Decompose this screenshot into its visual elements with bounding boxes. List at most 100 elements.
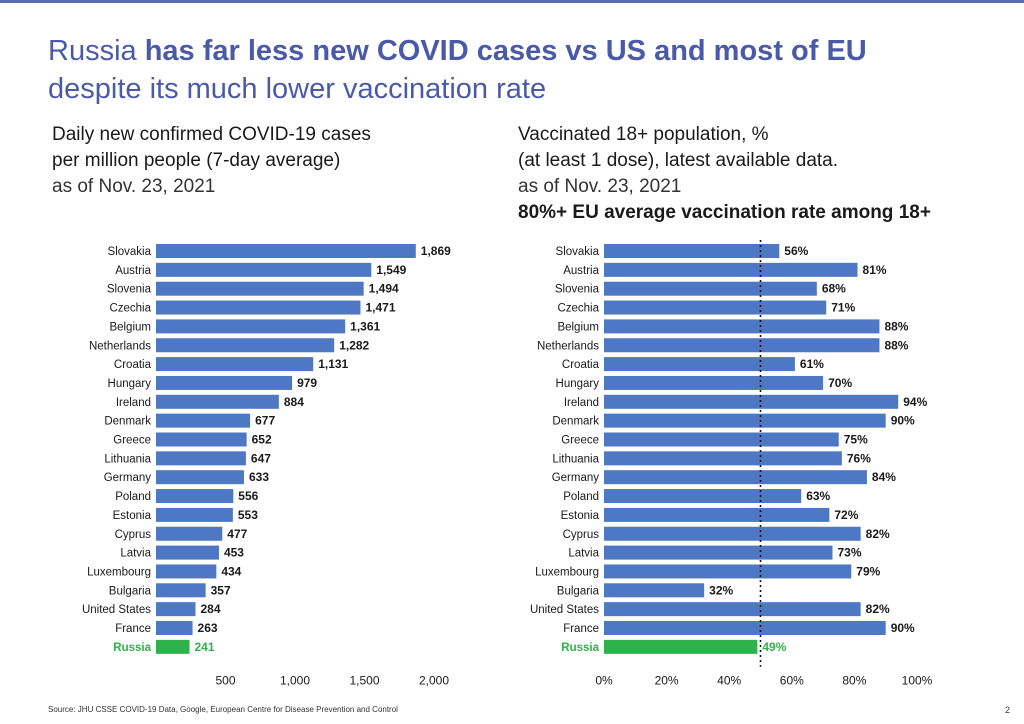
value-label: 1,471 — [365, 301, 395, 315]
value-label: 76% — [847, 451, 871, 465]
bar-cyprus — [604, 526, 861, 541]
value-label: 884 — [284, 395, 304, 409]
value-label: 1,494 — [369, 282, 399, 296]
value-label: 56% — [784, 244, 808, 258]
category-label: Austria — [563, 265, 599, 277]
category-label: Germany — [104, 472, 152, 484]
category-label: Latvia — [120, 548, 151, 560]
value-label: 677 — [255, 414, 275, 428]
category-label: Greece — [561, 435, 599, 447]
bar-ireland — [156, 394, 279, 409]
category-label: United States — [530, 604, 599, 616]
category-label: Estonia — [113, 510, 152, 522]
right-title-line1: Vaccinated 18+ population, % — [518, 124, 769, 145]
category-label: Slovenia — [555, 284, 600, 296]
bar-russia — [604, 639, 758, 654]
bar-slovakia — [156, 244, 416, 258]
value-label: 72% — [834, 508, 858, 522]
x-tick-label: 40% — [717, 674, 741, 688]
value-label: 71% — [831, 301, 855, 315]
category-label: Poland — [115, 491, 151, 503]
value-label: 82% — [866, 602, 890, 616]
value-label: 1,131 — [318, 357, 348, 371]
bar-austria — [604, 262, 858, 277]
category-label: Germany — [552, 472, 600, 484]
bar-bulgaria — [604, 583, 705, 598]
right-title-date: as of Nov. 23, 2021 — [518, 176, 682, 197]
category-label: Ireland — [564, 397, 599, 409]
value-label: 79% — [856, 564, 880, 578]
x-tick-label: 1,500 — [349, 674, 379, 688]
category-label: Russia — [561, 642, 599, 654]
value-label: 1,282 — [339, 338, 369, 352]
value-label: 88% — [884, 338, 908, 352]
category-label: France — [115, 623, 151, 635]
category-label: Netherlands — [89, 340, 151, 352]
left-title-line1: Daily new confirmed COVID-19 cases — [52, 124, 371, 145]
value-label: 979 — [297, 376, 317, 390]
bar-latvia — [156, 545, 219, 560]
value-label: 647 — [251, 451, 271, 465]
category-label: Estonia — [561, 510, 600, 522]
category-label: Hungary — [556, 378, 600, 390]
title-line2: despite its much lower vaccination rate — [48, 73, 547, 105]
value-label: 553 — [238, 508, 258, 522]
bar-belgium — [156, 319, 346, 334]
value-label: 284 — [200, 602, 220, 616]
value-label: 49% — [762, 640, 786, 654]
category-label: Slovakia — [556, 246, 600, 258]
bar-croatia — [604, 357, 795, 372]
value-label: 73% — [837, 546, 861, 560]
category-label: Russia — [113, 642, 151, 654]
bar-netherlands — [156, 338, 335, 353]
category-label: Netherlands — [537, 340, 599, 352]
right-title-line2: (at least 1 dose), latest available data… — [518, 150, 839, 171]
bar-poland — [604, 489, 802, 504]
cases-bar-chart: Slovakia 1,869 Austria 1,549 Slovenia 1,494 Cz… — [82, 244, 451, 688]
value-label: 63% — [806, 489, 830, 503]
value-label: 84% — [872, 470, 896, 484]
bar-estonia — [156, 507, 233, 522]
value-label: 82% — [866, 527, 890, 541]
category-label: Cyprus — [115, 529, 152, 541]
x-tick-label: 0% — [595, 674, 613, 688]
value-label: 1,361 — [350, 319, 380, 333]
bar-germany — [156, 470, 244, 485]
value-label: 241 — [194, 640, 214, 654]
bar-bulgaria — [156, 583, 206, 598]
category-label: Lithuania — [552, 453, 599, 465]
source-note: Source: JHU CSSE COVID-19 Data, Google, … — [48, 705, 398, 714]
value-label: 652 — [252, 433, 272, 447]
category-label: Greece — [113, 435, 151, 447]
bar-latvia — [604, 545, 833, 560]
value-label: 32% — [709, 583, 733, 597]
bar-france — [604, 621, 886, 635]
value-label: 434 — [221, 564, 241, 578]
category-label: Cyprus — [563, 529, 600, 541]
category-label: United States — [82, 604, 151, 616]
bar-greece — [156, 432, 247, 447]
x-tick-label: 2,000 — [419, 674, 449, 688]
bar-estonia — [604, 507, 830, 522]
x-tick-label: 500 — [215, 674, 235, 688]
value-label: 70% — [828, 376, 852, 390]
bar-croatia — [156, 357, 314, 372]
value-label: 556 — [238, 489, 258, 503]
value-label: 68% — [822, 282, 846, 296]
category-label: Croatia — [562, 359, 600, 371]
bar-cyprus — [156, 526, 223, 541]
category-label: Lithuania — [104, 453, 151, 465]
bar-ireland — [604, 394, 899, 409]
bar-slovenia — [156, 281, 364, 296]
value-label: 90% — [891, 414, 915, 428]
x-tick-label: 100% — [902, 674, 933, 688]
bar-belgium — [604, 319, 880, 334]
category-label: Luxembourg — [535, 566, 599, 578]
bar-denmark — [604, 413, 886, 428]
value-label: 477 — [227, 527, 247, 541]
bar-united-states — [604, 602, 861, 617]
right-panel-title: Vaccinated 18+ population, % (at least 1… — [518, 122, 1018, 226]
value-label: 90% — [891, 621, 915, 635]
category-label: Austria — [115, 265, 151, 277]
x-tick-label: 1,000 — [280, 674, 310, 688]
